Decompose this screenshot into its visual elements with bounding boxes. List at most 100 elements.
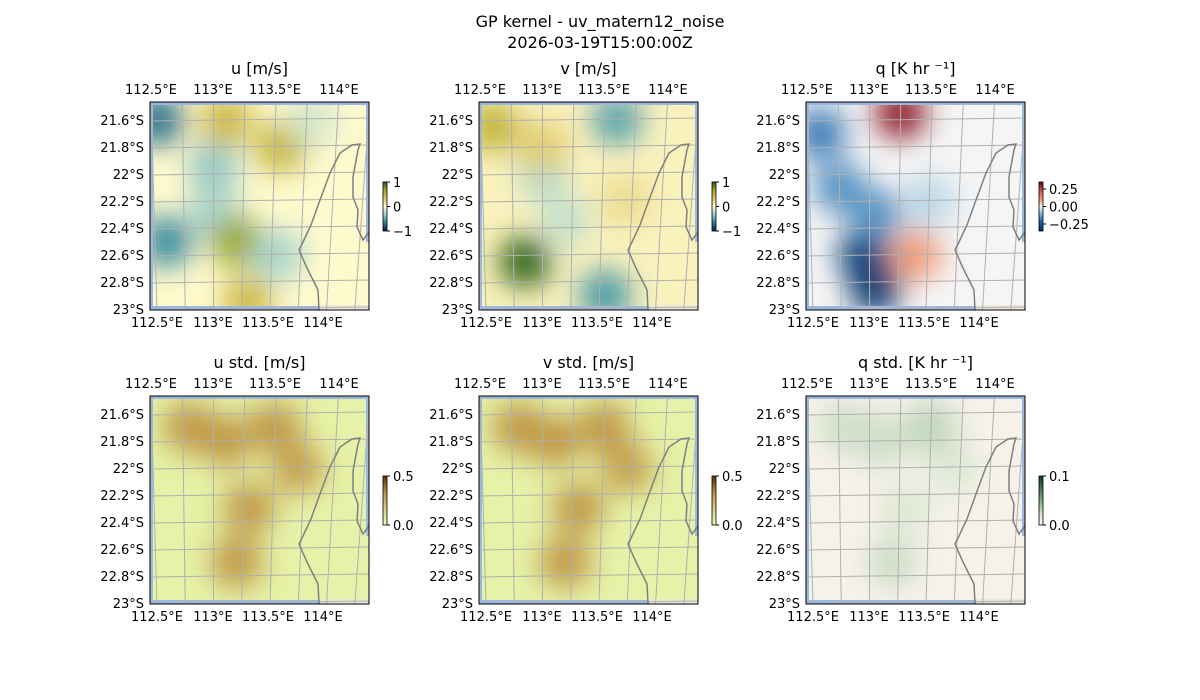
lon-tick-bottom: 114°E [632,610,672,625]
lat-tick: 22°S [769,168,800,183]
gridline-lon [241,102,246,310]
ocean-edge-top [479,396,698,399]
panel-title: v std. [m/s] [543,353,634,372]
gridline-lon [181,102,186,310]
gridline-lon [354,105,369,310]
lat-tick: 22.2°S [100,489,144,504]
field-cell [579,269,632,310]
map-panel-1: v [m/s]112.5°E112.5°E113°E113°E113.5°E11… [429,59,741,331]
lat-tick: 22.6°S [429,249,473,264]
lat-tick: 22.6°S [100,249,144,264]
ocean-edge-top [150,102,369,105]
gridline-lat [479,573,698,578]
lon-tick-top: 113.5°E [578,377,630,392]
field-cell [866,536,919,589]
gridline-lon [479,396,487,604]
field [479,102,653,310]
gridline-lon [655,396,668,604]
gridline-lon [953,102,964,310]
field-cell [879,482,932,535]
field-cell [272,441,325,494]
gridline-lat [479,492,698,497]
lat-tick: 22.4°S [429,516,473,531]
field-cell [928,441,981,494]
lat-tick: 22.8°S [100,570,144,585]
lat-tick: 22°S [113,168,144,183]
lat-tick: 23°S [769,597,800,612]
gridline-lon [150,102,158,310]
colorbar-tick-label: 0.0 [722,519,743,534]
gridline-lat [479,465,698,470]
gridline-lon [806,102,814,310]
lat-tick: 22.2°S [756,489,800,504]
lat-tick: 22.8°S [429,570,473,585]
lon-tick-top: 113.5°E [905,377,957,392]
coastline [954,437,1025,604]
lat-tick: 21.6°S [756,408,800,423]
gridline-lat [150,144,369,149]
field-cell [601,441,654,494]
gridline-lat [479,279,698,284]
lat-tick: 22.4°S [756,222,800,237]
gridline-lat [806,306,1025,310]
axes-frame [149,101,370,311]
lat-tick: 21.6°S [100,408,144,423]
gridline-lon [683,105,698,310]
coastline [298,437,369,604]
field-cell [479,102,520,153]
gridline-lon [837,102,842,310]
lon-tick-top: 113°E [522,83,562,98]
lat-tick: 22.2°S [429,489,473,504]
colorbar [1038,475,1044,526]
lat-tick: 23°S [442,303,473,318]
lat-tick: 22.2°S [429,195,473,210]
gridline-lon [598,396,606,604]
lat-tick: 21.6°S [756,114,800,129]
gridline-lat [479,198,698,203]
map-area [479,102,698,310]
gridline-lat [479,546,698,551]
gridline-lat [806,252,1025,257]
gridline-lon [1010,399,1025,604]
lat-tick: 22.6°S [756,249,800,264]
gridline-lon [837,396,842,604]
lon-tick-top: 114°E [648,377,688,392]
gridline-lon [570,102,575,310]
gridline-lon [326,102,339,310]
lat-tick: 21.8°S [756,141,800,156]
gridline-lon [570,396,575,604]
colorbar-tick-label: 0.1 [1049,470,1070,485]
gridline-lat [150,252,369,257]
gridline-lat [806,117,1025,122]
panel-title: q [K hr ⁻¹] [876,59,956,78]
lon-tick-top: 112.5°E [781,83,833,98]
field-cell [223,482,276,535]
panel-title: u std. [m/s] [214,353,306,372]
colorbar [711,475,717,526]
gridline-lat [150,600,369,604]
field-cell [286,102,339,146]
ocean-edge-left [150,102,153,310]
ocean-edge-bottom [806,600,976,604]
lat-tick: 21.8°S [429,435,473,450]
gridline-lat [806,411,1025,416]
gridline-lat [806,546,1025,551]
lat-tick: 22.4°S [429,222,473,237]
coastline [954,143,1025,310]
field-cell [162,401,215,454]
field-cell [849,262,902,310]
lon-tick-bottom: 113°E [849,610,889,625]
lat-tick: 21.6°S [100,114,144,129]
colorbar-tick-label: 0.0 [1049,519,1070,534]
lat-tick: 22.4°S [100,222,144,237]
colorbar-tick-label: −1 [722,225,741,240]
lon-tick-bottom: 112.5°E [131,316,183,331]
ocean-edge-bottom [150,600,320,604]
ocean-edge-left [806,396,809,604]
field-cell [221,276,274,310]
lon-tick-bottom: 114°E [959,316,999,331]
colorbar [382,181,388,232]
ocean-edge-bottom [150,306,320,310]
lat-tick: 21.6°S [429,114,473,129]
ocean-edge-left [479,102,482,310]
